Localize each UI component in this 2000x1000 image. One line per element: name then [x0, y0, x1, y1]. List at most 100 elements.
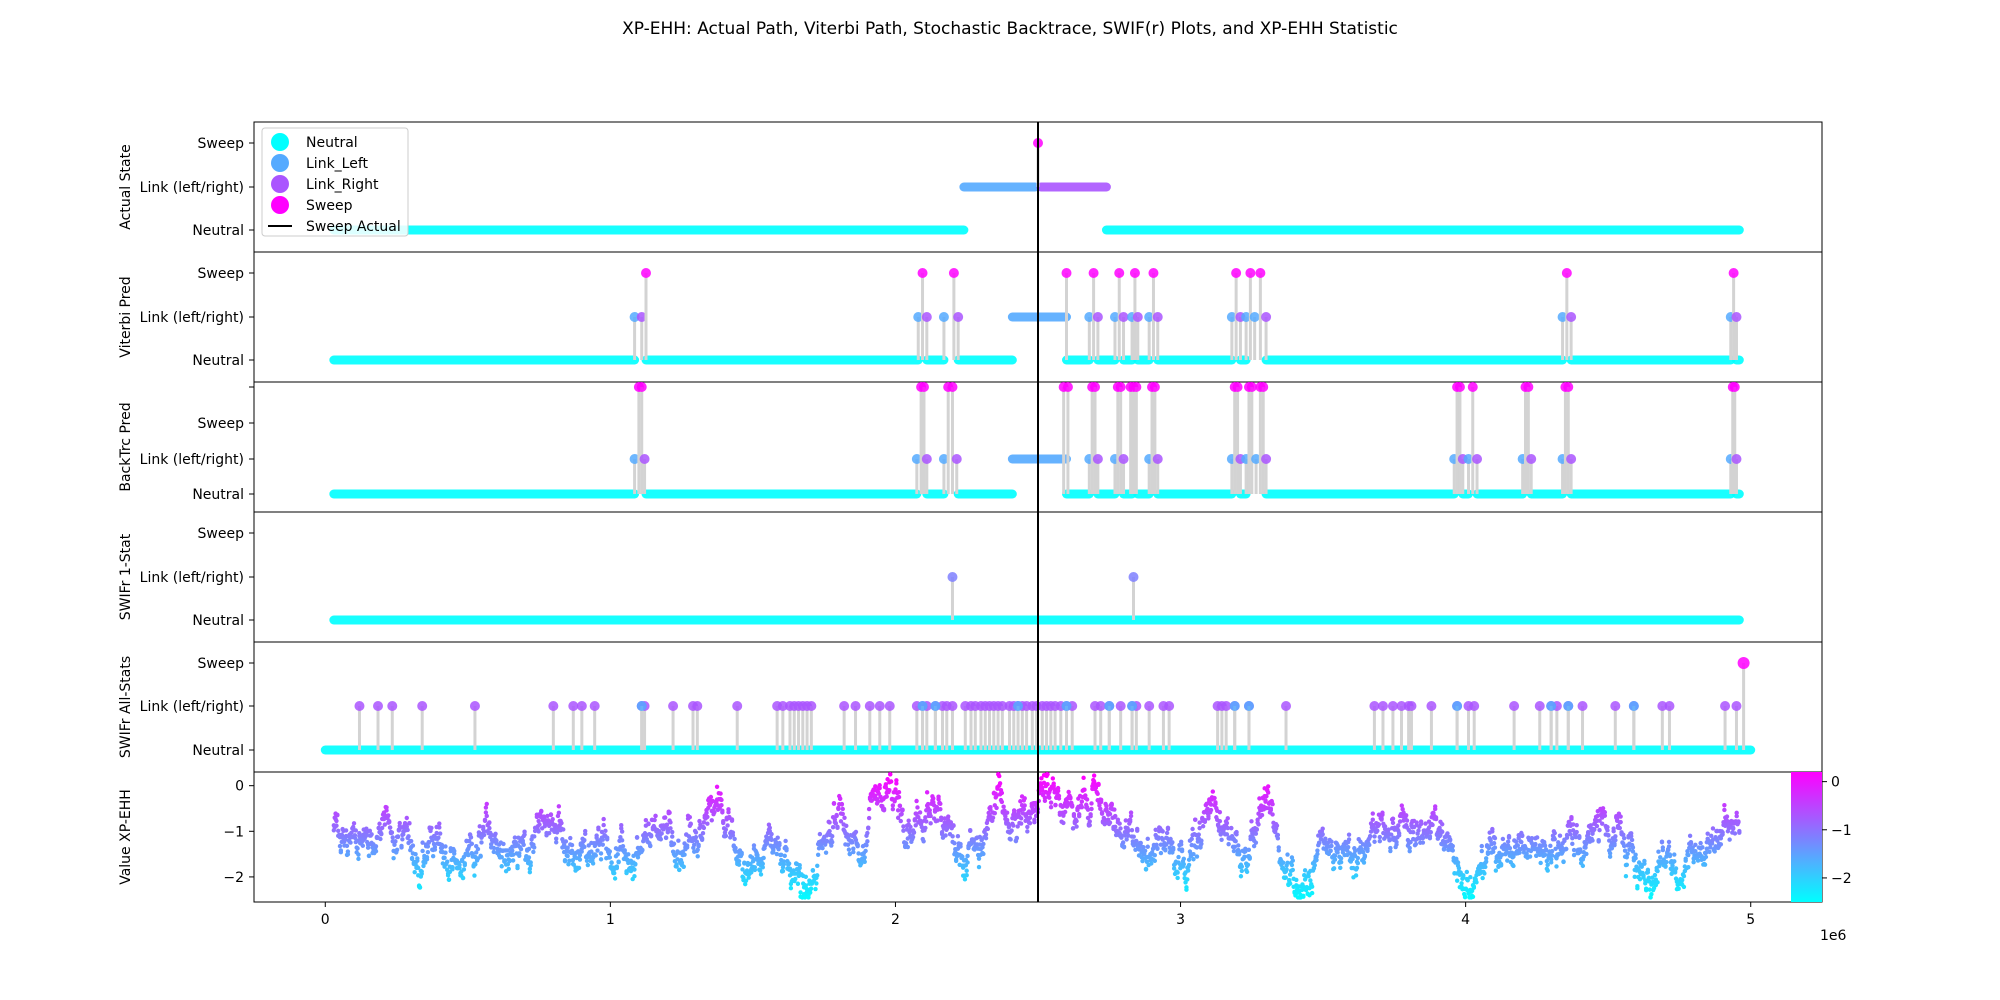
- xpehh-point: [622, 850, 627, 855]
- state-point: [1463, 454, 1474, 464]
- xpehh-point: [626, 852, 631, 857]
- xpehh-point: [1197, 820, 1202, 825]
- xpehh-point: [556, 810, 562, 816]
- state-point: [1127, 701, 1138, 711]
- xpehh-point: [466, 852, 471, 858]
- xpehh-point: [1629, 837, 1635, 843]
- xpehh-point: [1131, 834, 1136, 839]
- xpehh-point: [1578, 847, 1583, 852]
- xpehh-point: [1658, 855, 1663, 860]
- xpehh-point: [1287, 881, 1293, 886]
- xpehh-point: [584, 858, 590, 864]
- xpehh-point: [687, 814, 693, 820]
- xpehh-point: [1225, 816, 1230, 821]
- xpehh-point: [887, 787, 892, 793]
- xpehh-point: [565, 853, 570, 859]
- xpehh-point: [437, 821, 442, 826]
- xpehh-point: [1397, 819, 1403, 824]
- xpehh-point: [1006, 823, 1012, 828]
- xpehh-point: [1178, 842, 1184, 847]
- xpehh-point: [600, 837, 605, 842]
- xpehh-point: [619, 838, 625, 843]
- xpehh-point: [661, 827, 666, 832]
- xpehh-point: [1236, 843, 1241, 848]
- xpehh-point: [1202, 819, 1208, 824]
- xpehh-point: [1275, 832, 1281, 838]
- xpehh-point: [1069, 803, 1075, 808]
- xpehh-point: [1144, 859, 1150, 865]
- xpehh-point: [554, 830, 560, 835]
- xpehh-point: [1097, 803, 1102, 808]
- state-point: [1467, 382, 1478, 392]
- xpehh-point: [906, 818, 911, 823]
- state-point: [918, 382, 929, 392]
- xpehh-point: [609, 860, 614, 865]
- xpehh-point: [786, 861, 792, 866]
- xpehh-point: [1200, 824, 1206, 829]
- xpehh-point: [688, 822, 693, 827]
- xpehh-point: [1399, 803, 1404, 808]
- state-point: [1546, 701, 1557, 711]
- xpehh-point: [1703, 850, 1709, 856]
- xpehh-point: [948, 820, 954, 825]
- xpehh-point: [1597, 818, 1602, 823]
- xpehh-point: [900, 808, 905, 813]
- xpehh-point: [1470, 894, 1476, 900]
- xpehh-point: [1411, 829, 1416, 835]
- xpehh-point: [413, 851, 418, 857]
- xpehh-point: [1285, 860, 1290, 866]
- xpehh-point: [1087, 822, 1092, 828]
- xpehh-point: [923, 815, 928, 820]
- xpehh-point: [1633, 852, 1638, 857]
- xpehh-point: [943, 833, 948, 838]
- xpehh-point: [1581, 854, 1586, 859]
- xpehh-point: [536, 829, 541, 834]
- state-point: [469, 701, 480, 711]
- xpehh-point: [965, 853, 970, 859]
- xpehh-point: [1491, 849, 1496, 855]
- xpehh-point: [1700, 845, 1705, 850]
- state-point: [1061, 701, 1072, 711]
- xpehh-point: [344, 843, 350, 849]
- xpehh-point: [1361, 860, 1367, 865]
- state-point: [1132, 312, 1143, 322]
- xpehh-point: [888, 779, 894, 784]
- xpehh-point: [612, 876, 618, 881]
- xpehh-point: [601, 816, 606, 822]
- state-point: [997, 701, 1008, 711]
- state-point: [548, 701, 559, 711]
- xpehh-point: [877, 785, 882, 791]
- xpehh-point: [1633, 856, 1638, 861]
- xpehh-point: [550, 816, 555, 822]
- xpehh-point: [1265, 784, 1271, 789]
- xpehh-point: [421, 863, 426, 869]
- xpehh-point: [853, 829, 859, 835]
- xpehh-point: [1287, 872, 1293, 877]
- xpehh-point: [1679, 877, 1685, 883]
- xpehh-point: [1507, 845, 1513, 851]
- xpehh-point: [1320, 832, 1325, 837]
- xpehh-point: [1047, 795, 1052, 800]
- xpehh-point: [881, 808, 887, 813]
- xpehh-point: [356, 852, 361, 857]
- xpehh-point: [815, 873, 820, 878]
- xpehh-point: [670, 829, 675, 835]
- xpehh-point: [820, 845, 825, 851]
- y-tick-label: Neutral: [192, 487, 244, 503]
- xpehh-point: [769, 831, 774, 837]
- xpehh-point: [855, 843, 860, 849]
- xpehh-point: [862, 855, 867, 860]
- xpehh-point: [1171, 866, 1177, 871]
- xpehh-point: [506, 866, 511, 872]
- xpehh-point: [798, 890, 803, 895]
- xpehh-point: [808, 886, 814, 891]
- xpehh-point: [1040, 788, 1045, 793]
- xpehh-point: [1164, 830, 1170, 836]
- xpehh-point: [760, 865, 765, 870]
- xpehh-point: [404, 815, 409, 821]
- xpehh-point: [1594, 823, 1600, 829]
- xpehh-point: [601, 822, 606, 828]
- xpehh-point: [1584, 851, 1589, 857]
- y-tick-label: Link (left/right): [140, 180, 244, 196]
- xpehh-point: [863, 848, 868, 854]
